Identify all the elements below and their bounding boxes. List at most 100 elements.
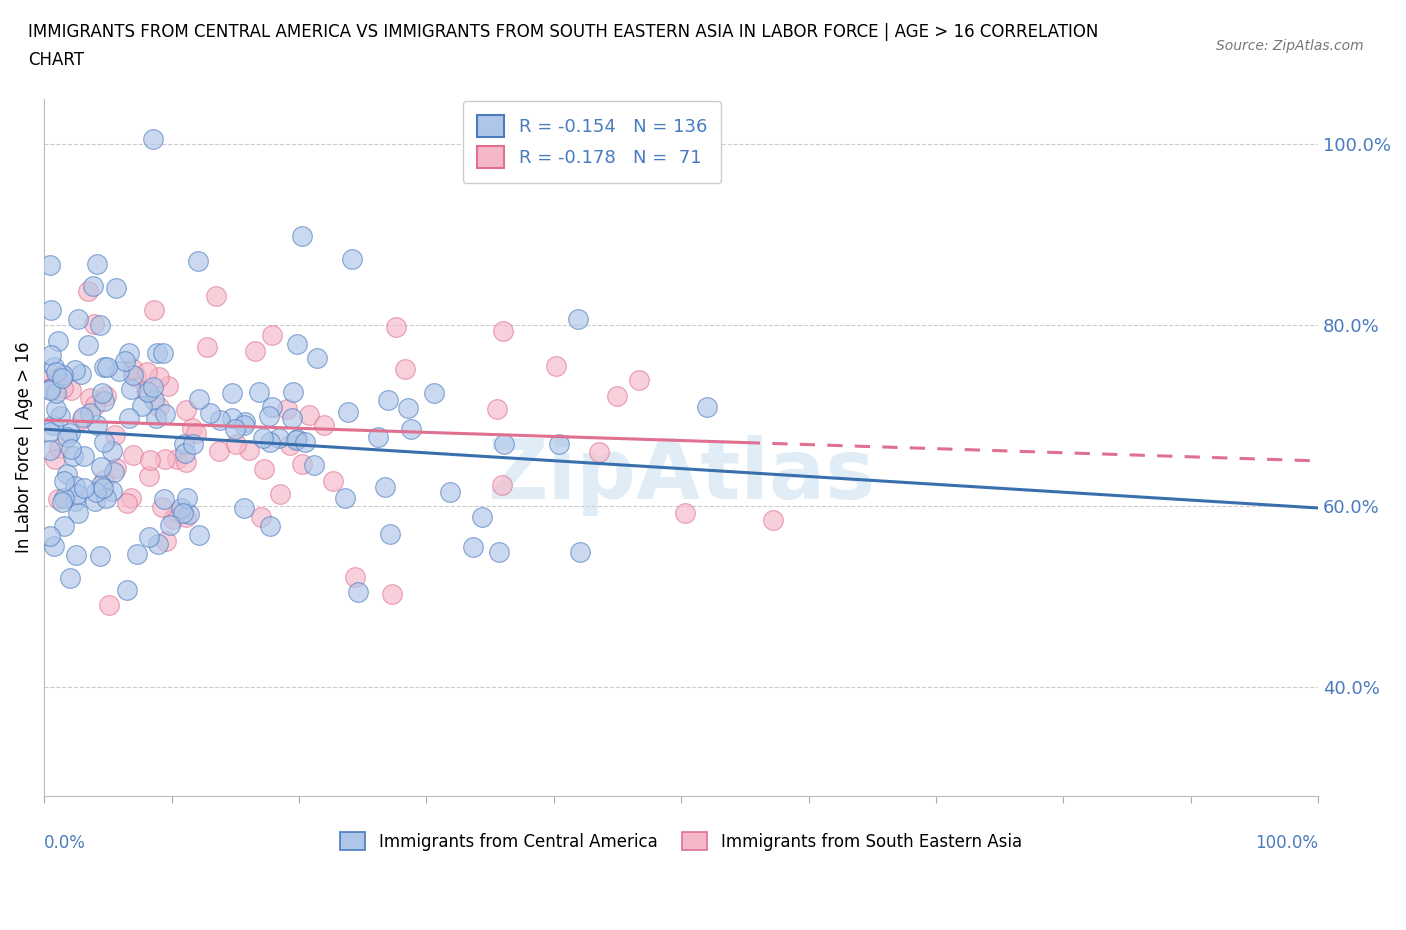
Point [232,500,254,515]
Point [312,418,335,432]
Point [108,363,131,378]
Point [46,334,69,349]
Point [67,506,90,521]
Point [90,478,112,493]
Point [439,485,461,499]
Point [66,487,89,502]
Point [394,362,416,377]
Point [252,431,274,445]
Point [41,303,63,318]
Point [143,392,166,407]
Point [187,392,209,406]
Point [60,383,83,398]
Point [150,499,173,514]
Point [385,320,408,335]
Point [170,501,193,516]
Point [335,490,357,505]
Point [93,360,115,375]
Point [269,431,291,445]
Point [39,372,62,387]
Point [90,459,112,474]
Point [86,485,108,499]
Point [59,425,82,440]
Point [77,337,100,352]
Point [63,494,86,509]
Point [488,545,510,560]
Point [209,413,232,428]
Point [94,491,117,506]
Text: IMMIGRANTS FROM CENTRAL AMERICA VS IMMIGRANTS FROM SOUTH EASTERN ASIA IN LABOR F: IMMIGRANTS FROM CENTRAL AMERICA VS IMMIG… [28,23,1098,41]
Point [174,455,197,470]
Point [173,445,195,460]
Point [548,436,571,451]
Point [238,443,260,458]
Point [59,442,82,457]
Point [381,587,404,602]
Point [235,415,257,430]
Point [380,526,402,541]
Point [491,477,513,492]
Point [90,386,112,401]
Point [83,317,105,332]
Point [51,495,73,510]
Point [115,583,138,598]
Point [172,505,194,520]
Point [186,253,208,268]
Point [118,346,141,361]
Point [157,379,180,393]
Point [153,406,176,421]
Point [39,380,62,395]
Point [86,418,108,432]
Point [176,491,198,506]
Point [148,399,170,414]
Point [77,284,100,299]
Legend: Immigrants from Central America, Immigrants from South Eastern Asia: Immigrants from Central America, Immigra… [333,826,1029,857]
Point [70,411,93,426]
Point [51,370,73,385]
Point [269,486,291,501]
Point [568,545,591,560]
Point [120,491,142,506]
Point [89,549,111,564]
Point [62,448,84,463]
Point [249,385,271,400]
Point [298,407,321,422]
Point [44,539,66,554]
Text: ZipAtlas: ZipAtlas [488,434,875,516]
Point [260,328,283,343]
Point [79,391,101,405]
Point [184,426,207,441]
Point [374,479,396,494]
Point [135,365,157,379]
Point [307,351,329,365]
Point [49,408,72,423]
Point [281,384,304,399]
Point [82,279,104,294]
Point [174,403,197,418]
Point [39,382,62,397]
Point [291,229,314,244]
Point [148,369,170,384]
Point [302,458,325,472]
Point [48,440,70,455]
Point [155,534,177,549]
Point [471,510,494,525]
Point [492,324,515,339]
Point [83,493,105,508]
Point [344,570,367,585]
Point [104,281,127,296]
Point [762,512,785,527]
Point [278,438,301,453]
Point [127,547,149,562]
Point [606,388,628,403]
Point [673,505,696,520]
Point [86,257,108,272]
Point [143,303,166,318]
Point [225,437,247,452]
Point [131,398,153,413]
Point [39,257,62,272]
Text: CHART: CHART [28,51,84,69]
Point [45,365,67,379]
Point [52,380,75,395]
Point [399,421,422,436]
